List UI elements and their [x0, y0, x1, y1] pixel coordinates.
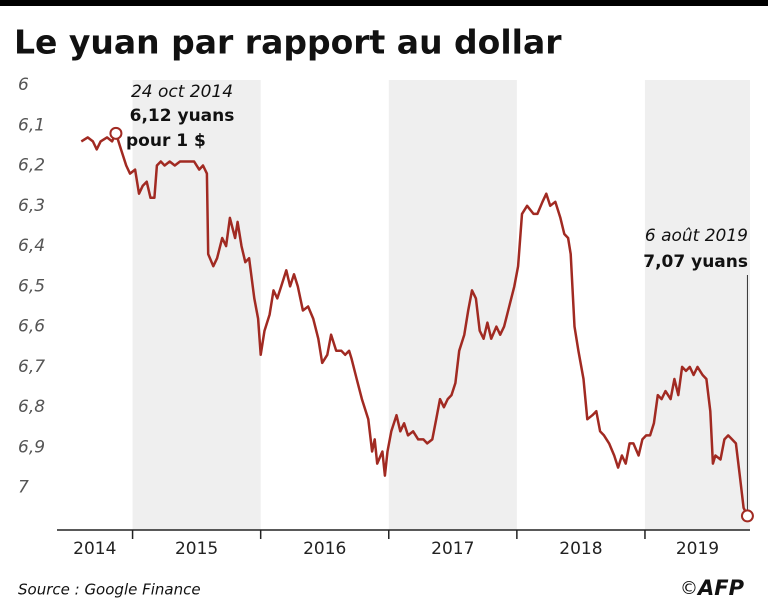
highlight-point: [109, 126, 123, 140]
y-tick-label: 6,3: [18, 196, 45, 216]
y-tick-label: 6,6: [18, 317, 45, 337]
x-tick-label: 2018: [559, 539, 602, 559]
y-tick-label: 6,8: [18, 397, 45, 417]
chart-title: Le yuan par rapport au dollar: [14, 23, 562, 62]
x-tick-label: 2014: [73, 539, 116, 559]
y-tick-label: 6,5: [18, 276, 45, 296]
year-band: [388, 80, 517, 530]
y-tick-label: 6,1: [18, 115, 45, 135]
x-tick-label: 2017: [431, 539, 474, 559]
x-tick-label: 2015: [175, 539, 218, 559]
y-tick-label: 6,4: [18, 236, 45, 256]
annotation-value: 7,07 yuans: [643, 252, 748, 272]
x-tick-label: 2019: [676, 539, 719, 559]
top-bar: [0, 0, 768, 6]
x-tick-label: 2016: [303, 539, 346, 559]
annotation-date: 6 août 2019: [645, 226, 748, 246]
annotation-note: pour 1 $: [126, 131, 206, 151]
y-tick-label: 6,9: [18, 437, 45, 457]
y-tick-label: 6,7: [18, 357, 45, 377]
y-tick-label: 6,2: [18, 156, 45, 176]
y-tick-label: 6: [18, 75, 29, 95]
annotation-date: 24 oct 2014: [131, 82, 233, 102]
credit: ©: [680, 578, 698, 599]
annotation-value: 6,12 yuans: [130, 106, 235, 126]
y-tick-label: 7: [18, 478, 29, 498]
source: Source : Google Finance: [18, 581, 201, 599]
year-band: [132, 80, 261, 530]
highlight-point: [740, 509, 754, 523]
data-line: [80, 132, 749, 517]
year-band: [644, 80, 750, 530]
bands: [132, 80, 750, 530]
logo: AFP: [696, 576, 745, 600]
